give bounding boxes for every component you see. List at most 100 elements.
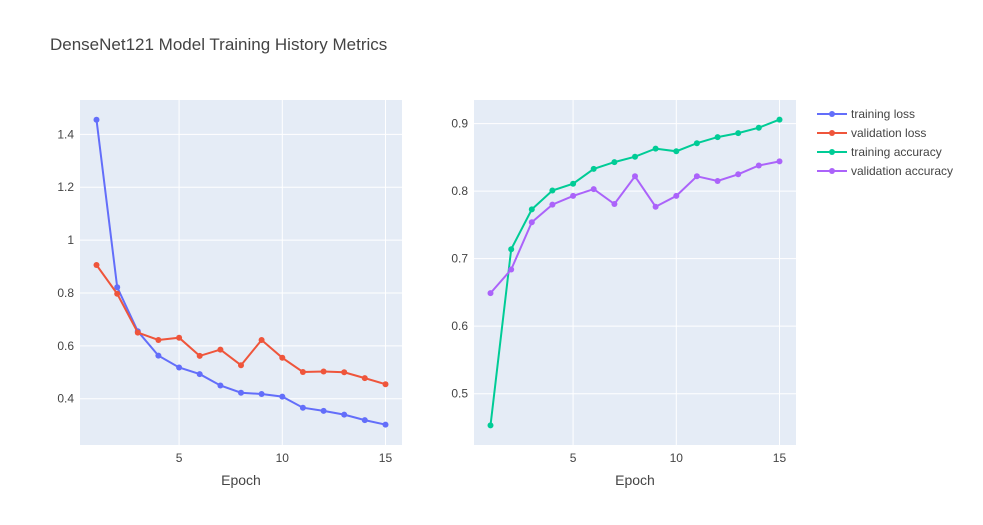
accuracy-subplot: 5 10 15 0.5 0.6 0.7 0.8 0.9 Epoch [451, 100, 796, 488]
data-point-validation-accuracy[interactable] [632, 173, 638, 180]
data-point-training-accuracy[interactable] [693, 140, 700, 147]
data-point-validation-loss[interactable] [258, 337, 265, 343]
data-point-validation-loss[interactable] [361, 375, 368, 382]
data-point-training-accuracy[interactable] [776, 116, 783, 123]
data-point-validation-loss[interactable] [341, 369, 348, 376]
data-point-validation-accuracy[interactable] [652, 203, 659, 210]
chart-title: DenseNet121 Model Training History Metri… [50, 35, 387, 54]
y-tick-label: 0.6 [451, 319, 468, 333]
y-tick-label: 1.2 [57, 180, 74, 194]
y-tick-label: 0.9 [451, 117, 468, 131]
legend-item-validation-loss[interactable]: validation loss [817, 126, 926, 140]
x-axis-title: Epoch [615, 472, 655, 488]
data-point-training-loss[interactable] [341, 411, 348, 418]
grid-lines [474, 100, 796, 445]
data-point-validation-loss[interactable] [217, 346, 224, 353]
data-point-training-accuracy[interactable] [487, 422, 494, 429]
legend-label: training accuracy [851, 145, 942, 159]
data-point-validation-accuracy[interactable] [487, 290, 494, 297]
legend-item-validation-accuracy[interactable]: validation accuracy [817, 164, 953, 178]
y-tick-label: 0.5 [451, 387, 468, 401]
data-point-validation-accuracy[interactable] [776, 158, 783, 165]
x-tick-label: 5 [176, 451, 183, 465]
data-point-validation-loss[interactable] [279, 354, 286, 361]
x-tick-label: 10 [276, 451, 290, 465]
data-point-training-loss[interactable] [217, 382, 224, 389]
y-tick-label: 0.8 [57, 286, 74, 300]
legend-label: validation loss [851, 126, 926, 140]
data-point-training-loss[interactable] [382, 421, 389, 428]
data-point-training-accuracy[interactable] [632, 153, 638, 160]
series-layer [487, 116, 783, 429]
data-point-validation-accuracy[interactable] [611, 201, 618, 207]
legend-marker [829, 149, 835, 155]
legend: training loss validation loss training a… [817, 107, 953, 178]
data-point-training-loss[interactable] [176, 364, 183, 371]
data-point-training-accuracy[interactable] [570, 180, 577, 187]
data-point-training-accuracy[interactable] [735, 130, 742, 137]
data-point-validation-loss[interactable] [93, 262, 100, 268]
grid-lines [80, 100, 402, 445]
y-tick-label: 1 [67, 233, 74, 247]
data-point-validation-loss[interactable] [134, 329, 141, 336]
data-point-validation-loss[interactable] [238, 362, 244, 369]
data-point-training-accuracy[interactable] [528, 206, 535, 213]
tick-labels: 5 10 15 0.5 0.6 0.7 0.8 0.9 [451, 117, 786, 465]
data-point-validation-accuracy[interactable] [735, 171, 742, 178]
data-point-validation-loss[interactable] [382, 381, 389, 388]
data-point-training-accuracy[interactable] [508, 246, 515, 253]
legend-label: training loss [851, 107, 915, 121]
data-point-training-loss[interactable] [299, 404, 306, 411]
y-tick-label: 0.4 [57, 392, 74, 406]
data-point-training-accuracy[interactable] [652, 145, 659, 152]
legend-marker [829, 111, 835, 117]
data-point-validation-loss[interactable] [155, 337, 162, 343]
tick-labels: 5 10 15 0.4 0.6 0.8 1 1.2 1.4 [57, 127, 392, 465]
data-point-validation-accuracy[interactable] [508, 266, 515, 273]
legend-marker [829, 168, 835, 174]
x-tick-label: 5 [570, 451, 577, 465]
data-point-training-loss[interactable] [196, 371, 203, 378]
data-point-training-loss[interactable] [279, 393, 286, 400]
data-point-validation-loss[interactable] [196, 352, 203, 359]
data-point-validation-accuracy[interactable] [755, 162, 762, 169]
data-point-training-loss[interactable] [93, 116, 100, 123]
series-layer [93, 116, 389, 428]
y-tick-label: 1.4 [57, 127, 74, 141]
data-point-validation-accuracy[interactable] [673, 192, 680, 199]
y-tick-label: 0.7 [451, 252, 468, 266]
x-tick-label: 10 [670, 451, 684, 465]
plot-background [80, 100, 402, 445]
y-tick-label: 0.6 [57, 339, 74, 353]
data-point-validation-accuracy[interactable] [714, 178, 721, 184]
data-point-validation-accuracy[interactable] [528, 219, 535, 226]
data-point-validation-loss[interactable] [299, 369, 306, 375]
data-point-training-accuracy[interactable] [673, 148, 680, 155]
data-point-training-accuracy[interactable] [755, 124, 762, 131]
x-tick-label: 15 [379, 451, 393, 465]
data-point-training-loss[interactable] [155, 352, 162, 359]
data-point-validation-accuracy[interactable] [590, 186, 597, 193]
x-axis-title: Epoch [221, 472, 261, 488]
y-tick-label: 0.8 [451, 184, 468, 198]
data-point-training-accuracy[interactable] [714, 134, 721, 141]
data-point-training-accuracy[interactable] [549, 187, 556, 194]
data-point-training-accuracy[interactable] [611, 159, 618, 166]
data-point-training-loss[interactable] [361, 417, 368, 424]
data-point-validation-loss[interactable] [114, 290, 121, 297]
data-point-training-loss[interactable] [238, 389, 244, 396]
data-point-validation-accuracy[interactable] [570, 192, 577, 199]
legend-item-training-loss[interactable]: training loss [817, 107, 915, 121]
data-point-validation-accuracy[interactable] [693, 173, 700, 180]
legend-label: validation accuracy [851, 164, 953, 178]
data-point-training-loss[interactable] [320, 407, 327, 414]
x-tick-label: 15 [773, 451, 787, 465]
data-point-validation-loss[interactable] [176, 334, 183, 341]
legend-item-training-accuracy[interactable]: training accuracy [817, 145, 942, 159]
data-point-training-accuracy[interactable] [590, 165, 597, 172]
data-point-training-loss[interactable] [258, 391, 265, 397]
data-point-validation-loss[interactable] [320, 368, 327, 375]
data-point-validation-accuracy[interactable] [549, 201, 556, 208]
data-point-training-loss[interactable] [114, 284, 121, 291]
